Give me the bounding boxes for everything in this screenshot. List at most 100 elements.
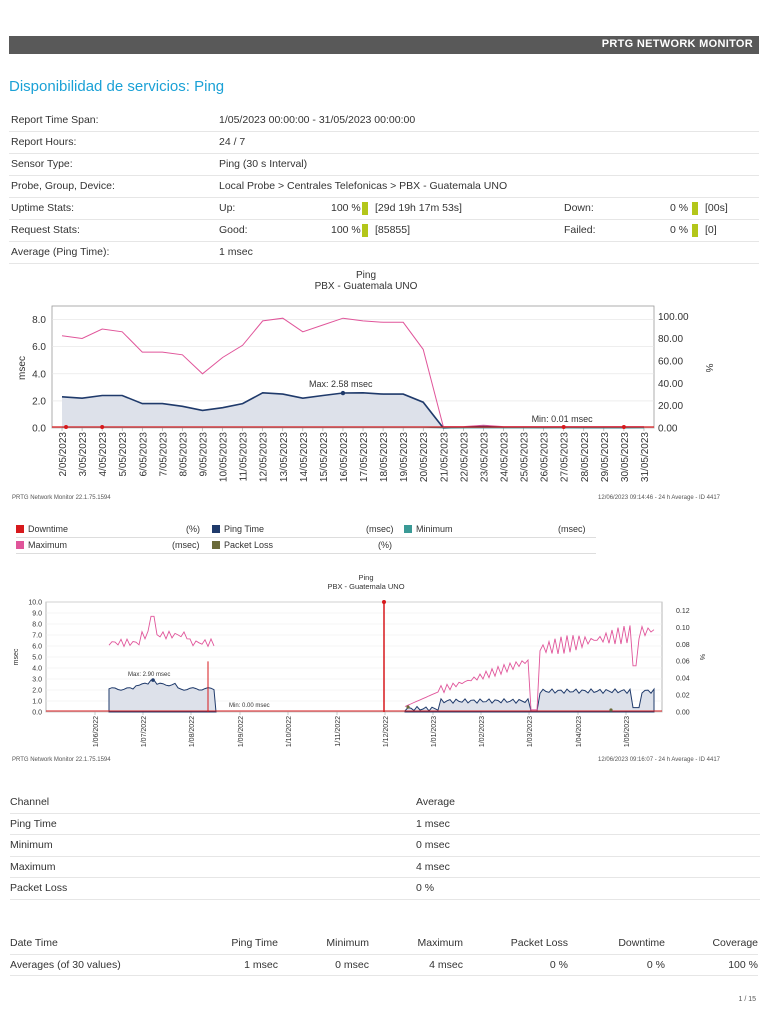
x-tick-label: 1/08/2022 xyxy=(189,716,196,747)
info-label: Probe, Group, Device: xyxy=(11,180,115,192)
series-line-maximum xyxy=(108,615,215,648)
chart2-subtitle: PBX - Guatemala UNO xyxy=(327,582,405,591)
downtime-marker xyxy=(64,425,69,429)
x-tick-label: 1/12/2022 xyxy=(383,716,390,747)
legend-item-maximum: Maximum xyxy=(16,540,67,550)
channel-name: Minimum xyxy=(10,834,416,857)
x-tick-label: 1/05/2023 xyxy=(624,716,631,747)
max-marker xyxy=(151,678,155,682)
up-duration: [29d 19h 17m 53s] xyxy=(375,202,462,214)
summary-ping-time: 1 msec xyxy=(210,954,278,976)
x-tick-label: 17/05/2023 xyxy=(359,432,370,482)
info-row-hours: Report Hours: 24 / 7 xyxy=(9,132,759,154)
x-tick-label: 3/05/2023 xyxy=(78,432,89,477)
info-label: Average (Ping Time): xyxy=(11,246,110,258)
max-annotation: Max: 2.90 msec xyxy=(128,672,170,678)
y-tick-label: 9.0 xyxy=(32,611,42,618)
summary-downtime: 0 % xyxy=(568,954,665,976)
info-row-uptime: Uptime Stats: Up: 100 % [29d 19h 17m 53s… xyxy=(9,198,759,220)
y-tick-label: 4.0 xyxy=(32,369,46,380)
report-info: Report Time Span: 1/05/2023 00:00:00 - 3… xyxy=(9,110,759,264)
downtime-marker xyxy=(561,425,566,429)
ping-time-area xyxy=(62,392,644,428)
legend-item-minimum: Minimum xyxy=(404,524,453,534)
chart1-footer-left: PRTG Network Monitor 22.1.75.1594 xyxy=(12,495,111,501)
down-label: Down: xyxy=(564,202,594,214)
x-tick-label: 1/04/2023 xyxy=(576,716,583,747)
chart2-footer-right: 12/06/2023 09:16:07 - 24 h Average - ID … xyxy=(598,757,720,763)
info-row-requests: Request Stats: Good: 100 % [85855] Faile… xyxy=(9,220,759,242)
x-tick-label: 28/05/2023 xyxy=(580,432,591,482)
info-label: Uptime Stats: xyxy=(11,202,75,214)
brand-label: PRTG NETWORK MONITOR xyxy=(601,38,753,50)
table-row: Ping Time 1 msec xyxy=(10,813,760,835)
y2-tick-label: 0.12 xyxy=(676,608,690,615)
title-prefix: Disponibilidad de servicios: xyxy=(9,78,190,95)
downtime-marker xyxy=(382,600,386,604)
table-row: Averages (of 30 values) 1 msec 0 msec 4 … xyxy=(10,954,758,976)
title-sensor-name: Ping xyxy=(194,78,225,95)
x-tick-label: 6/05/2023 xyxy=(138,432,149,477)
y-tick-label: 10.0 xyxy=(28,600,42,607)
legend-swatch xyxy=(16,541,24,549)
chart1-plot: 0.0 2.0 4.0 6.0 8.0 0.00 20.00 40.00 60.00 80.00 1… xyxy=(17,305,714,482)
down-bar xyxy=(692,202,698,215)
legend-row: Maximum (msec) Packet Loss (%) xyxy=(16,538,596,554)
column-header: Packet Loss xyxy=(463,933,568,955)
x-tick-label: 5/05/2023 xyxy=(118,432,129,477)
failed-count: [0] xyxy=(705,224,717,236)
channel-average: 0 msec xyxy=(416,834,760,857)
x-tick-label: 14/05/2023 xyxy=(299,432,310,482)
column-header: Channel xyxy=(10,792,416,814)
max-annotation: Max: 2.58 msec xyxy=(309,379,373,389)
x-tick-label: 29/05/2023 xyxy=(600,432,611,482)
info-value: Ping (30 s Interval) xyxy=(219,158,308,170)
y2-tick-label: 80.00 xyxy=(658,334,683,345)
y2-axis-label: % xyxy=(698,654,705,660)
channel-name: Maximum xyxy=(10,856,416,878)
y2-tick-label: 0.06 xyxy=(676,659,690,666)
down-duration: [00s] xyxy=(705,202,728,214)
info-value: 24 / 7 xyxy=(219,136,246,148)
x-tick-label: 26/05/2023 xyxy=(540,432,551,482)
y-tick-label: 2.0 xyxy=(32,396,46,407)
good-count: [85855] xyxy=(375,224,411,236)
legend-item-packet-loss: Packet Loss xyxy=(212,540,273,550)
channel-average: 0 % xyxy=(416,877,760,900)
y2-axis-label: % xyxy=(703,364,714,373)
y-tick-label: 4.0 xyxy=(32,666,42,673)
x-tick-label: 24/05/2023 xyxy=(500,432,511,482)
x-tick-label: 30/05/2023 xyxy=(620,432,631,482)
chart1-title: Ping PBX - Guatemala UNO xyxy=(266,270,466,292)
legend-unit: (%) xyxy=(378,540,392,550)
y2-tick-label: 20.00 xyxy=(658,401,683,412)
column-header: Maximum xyxy=(369,933,463,955)
x-tick-label: 7/05/2023 xyxy=(158,432,169,477)
y2-tick-label: 0.10 xyxy=(676,625,690,632)
x-tick-label: 1/03/2023 xyxy=(527,716,534,747)
channel-average: 1 msec xyxy=(416,813,760,835)
good-bar xyxy=(362,224,368,237)
min-annotation: Min: 0.01 msec xyxy=(532,414,594,424)
page-title: Disponibilidad de servicios: Ping xyxy=(9,78,224,95)
summary-label: Averages (of 30 values) xyxy=(10,954,210,976)
x-tick-label: 21/05/2023 xyxy=(439,432,450,482)
y-tick-label: 3.0 xyxy=(32,677,42,684)
column-header: Date Time xyxy=(10,933,210,955)
chart1-footer-right: 12/06/2023 09:14:46 - 24 h Average - ID … xyxy=(598,495,720,501)
channel-name: Ping Time xyxy=(10,813,416,835)
downtime-marker xyxy=(100,425,105,429)
summary-minimum: 0 msec xyxy=(278,954,369,976)
channel-average: 4 msec xyxy=(416,856,760,878)
series-line-maximum xyxy=(404,624,655,711)
info-row-timespan: Report Time Span: 1/05/2023 00:00:00 - 3… xyxy=(9,110,759,132)
table-row: Minimum 0 msec xyxy=(10,834,760,857)
column-header: Minimum xyxy=(278,933,369,955)
chart2-footer-left: PRTG Network Monitor 22.1.75.1594 xyxy=(12,757,111,763)
y-tick-label: 0.0 xyxy=(32,424,46,435)
y2-tick-label: 0.08 xyxy=(676,642,690,649)
x-tick-label: 25/05/2023 xyxy=(520,432,531,482)
legend-swatch xyxy=(404,525,412,533)
info-value: 1 msec xyxy=(219,246,253,258)
up-percent: 100 % xyxy=(331,202,361,214)
